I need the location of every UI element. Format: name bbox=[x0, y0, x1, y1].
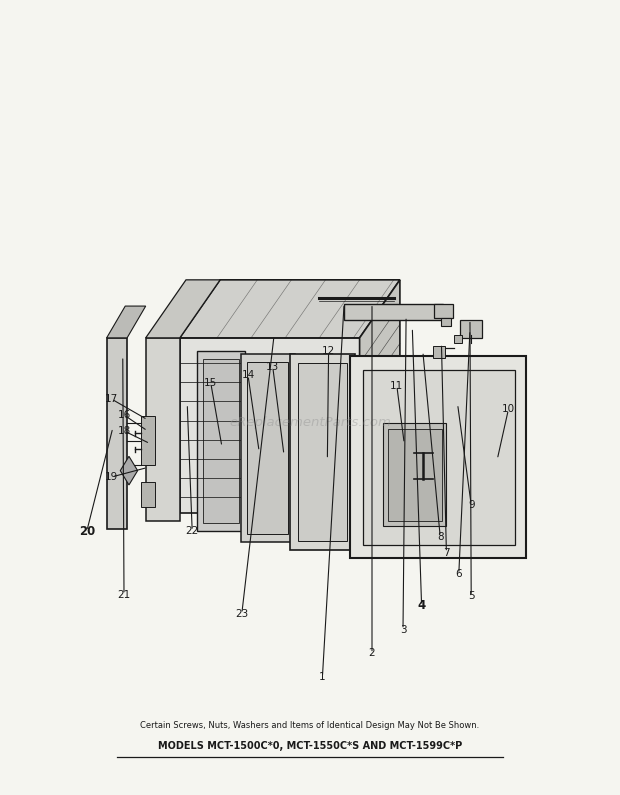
Text: 17: 17 bbox=[105, 394, 118, 404]
Polygon shape bbox=[241, 354, 294, 542]
Text: 16: 16 bbox=[117, 410, 131, 420]
Text: 22: 22 bbox=[185, 526, 199, 536]
Polygon shape bbox=[247, 362, 288, 534]
Text: eReplacementParts.com: eReplacementParts.com bbox=[229, 417, 391, 429]
Text: 11: 11 bbox=[390, 381, 404, 390]
Polygon shape bbox=[298, 363, 347, 541]
Text: 5: 5 bbox=[468, 591, 474, 601]
Text: 13: 13 bbox=[266, 363, 280, 372]
Polygon shape bbox=[433, 346, 445, 358]
Polygon shape bbox=[388, 429, 442, 521]
Polygon shape bbox=[360, 280, 400, 513]
Polygon shape bbox=[146, 338, 180, 521]
Text: 14: 14 bbox=[241, 370, 255, 380]
Polygon shape bbox=[454, 335, 462, 343]
Polygon shape bbox=[197, 351, 245, 531]
Polygon shape bbox=[146, 280, 220, 338]
Polygon shape bbox=[180, 338, 360, 513]
Bar bbox=[141, 416, 155, 465]
Polygon shape bbox=[350, 356, 526, 558]
Polygon shape bbox=[107, 338, 127, 529]
Text: 4: 4 bbox=[417, 599, 426, 612]
Polygon shape bbox=[290, 354, 355, 550]
Polygon shape bbox=[460, 320, 482, 338]
Text: 18: 18 bbox=[117, 426, 131, 436]
Text: 9: 9 bbox=[468, 500, 474, 510]
Text: 2: 2 bbox=[369, 649, 375, 658]
Polygon shape bbox=[120, 456, 138, 485]
Text: 21: 21 bbox=[117, 590, 131, 599]
Text: 7: 7 bbox=[443, 548, 449, 557]
Polygon shape bbox=[441, 318, 451, 326]
Polygon shape bbox=[107, 306, 146, 338]
Bar bbox=[141, 482, 155, 507]
Polygon shape bbox=[203, 359, 239, 523]
Text: 12: 12 bbox=[322, 347, 335, 356]
Polygon shape bbox=[344, 304, 443, 320]
Text: MODELS MCT-1500C*0, MCT-1550C*S AND MCT-1599C*P: MODELS MCT-1500C*0, MCT-1550C*S AND MCT-… bbox=[158, 741, 462, 750]
Text: 6: 6 bbox=[456, 569, 462, 579]
Text: 20: 20 bbox=[79, 525, 95, 537]
Text: 3: 3 bbox=[400, 625, 406, 634]
Text: 1: 1 bbox=[319, 673, 326, 682]
Polygon shape bbox=[180, 280, 400, 338]
Text: 23: 23 bbox=[235, 609, 249, 619]
Polygon shape bbox=[383, 423, 446, 526]
Text: 8: 8 bbox=[437, 532, 443, 541]
Polygon shape bbox=[434, 304, 453, 318]
Text: Certain Screws, Nuts, Washers and Items of Identical Design May Not Be Shown.: Certain Screws, Nuts, Washers and Items … bbox=[140, 720, 480, 730]
Text: 15: 15 bbox=[204, 378, 218, 388]
Polygon shape bbox=[363, 370, 515, 545]
Text: 19: 19 bbox=[105, 472, 118, 482]
Text: 10: 10 bbox=[502, 405, 515, 414]
